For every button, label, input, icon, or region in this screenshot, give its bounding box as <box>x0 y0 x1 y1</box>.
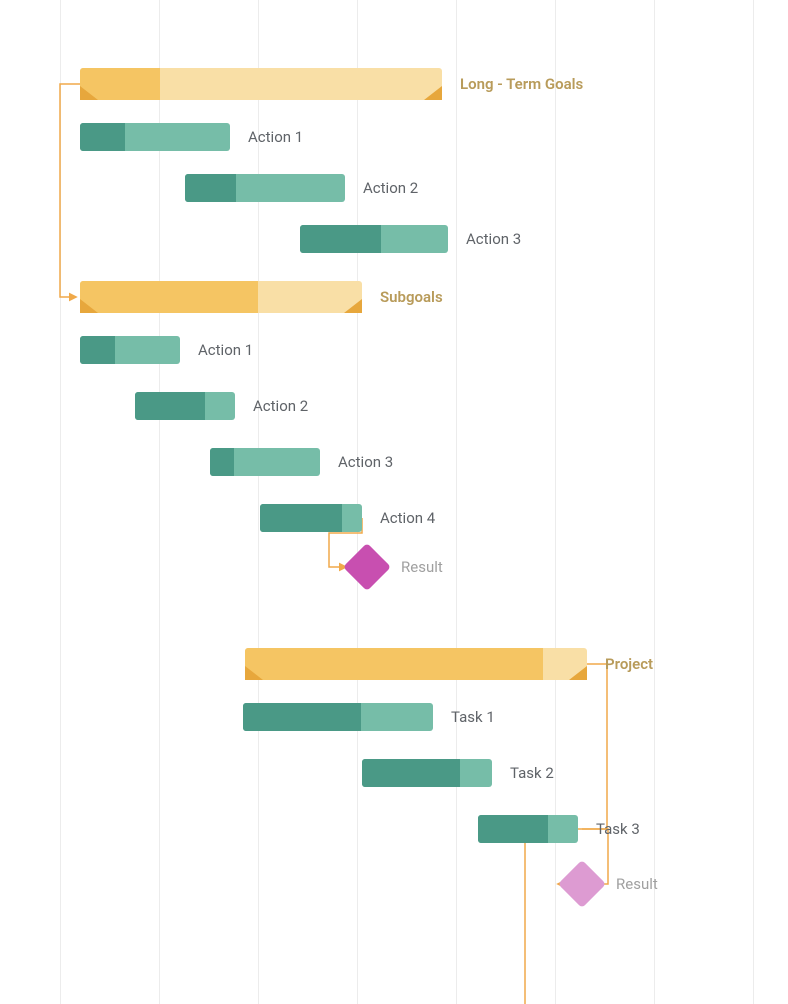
group-label-project: Project <box>605 655 653 673</box>
task-label: Task 1 <box>451 708 495 726</box>
task-bar[interactable] <box>135 392 235 420</box>
task-label: Action 4 <box>380 509 435 527</box>
gridline <box>753 0 754 1004</box>
group-bar-long_term[interactable] <box>80 68 442 100</box>
task-bar[interactable] <box>362 759 492 787</box>
milestone-label: Result <box>616 875 658 893</box>
task-bar[interactable] <box>210 448 320 476</box>
gridline <box>555 0 556 1004</box>
task-label: Action 2 <box>363 179 418 197</box>
gridline <box>456 0 457 1004</box>
task-label: Task 2 <box>510 764 554 782</box>
gantt-canvas: Long - Term Goals Subgoals Project Action 1… <box>0 0 788 1004</box>
gridline <box>258 0 259 1004</box>
task-label: Task 3 <box>596 820 640 838</box>
group-label-subgoals: Subgoals <box>380 288 443 306</box>
gridline <box>654 0 655 1004</box>
group-bar-project[interactable] <box>245 648 587 680</box>
milestone-result1[interactable] <box>343 543 391 591</box>
group-label-long_term: Long - Term Goals <box>460 75 583 93</box>
milestone-result2[interactable] <box>558 860 606 908</box>
milestone-label: Result <box>401 558 443 576</box>
task-bar[interactable] <box>260 504 362 532</box>
task-bar[interactable] <box>300 225 448 253</box>
gridline <box>60 0 61 1004</box>
task-label: Action 1 <box>198 341 253 359</box>
task-label: Action 2 <box>253 397 308 415</box>
task-bar[interactable] <box>243 703 433 731</box>
task-bar[interactable] <box>185 174 345 202</box>
task-label: Action 3 <box>338 453 393 471</box>
task-label: Action 3 <box>466 230 521 248</box>
task-bar[interactable] <box>80 123 230 151</box>
task-bar[interactable] <box>478 815 578 843</box>
task-bar[interactable] <box>80 336 180 364</box>
gridline <box>357 0 358 1004</box>
group-bar-subgoals[interactable] <box>80 281 362 313</box>
task-label: Action 1 <box>248 128 303 146</box>
